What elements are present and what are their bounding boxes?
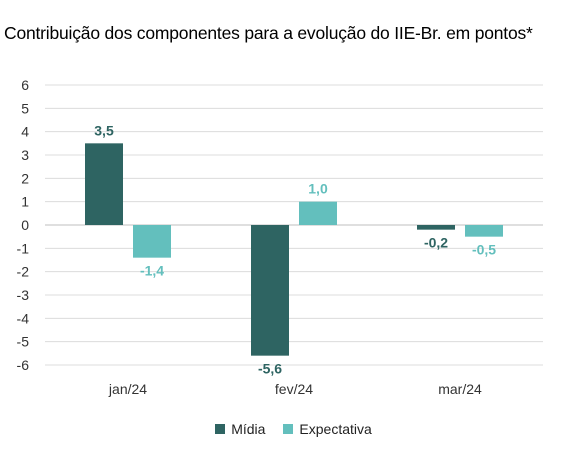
x-tick-label: fev/24 (275, 381, 313, 397)
legend-swatch-expectativa (283, 424, 294, 434)
y-tick-label: 5 (21, 100, 29, 116)
data-label: -0,2 (424, 235, 448, 251)
x-tick-label: mar/24 (438, 381, 482, 397)
legend-swatch-midia (215, 424, 226, 434)
bar-0-2 (417, 225, 455, 230)
data-label: -1,4 (140, 263, 164, 279)
data-label: -5,6 (258, 361, 282, 377)
legend-item-midia: Mídia (215, 421, 265, 437)
y-tick-label: 3 (21, 147, 29, 163)
y-tick-label: -2 (17, 264, 30, 280)
y-tick-label: 2 (21, 170, 29, 186)
y-tick-label: -4 (17, 310, 30, 326)
legend: Mídia Expectativa (0, 421, 587, 437)
y-tick-label: 0 (21, 217, 29, 233)
y-tick-label: 6 (21, 77, 29, 93)
y-tick-label: -6 (17, 357, 30, 373)
x-tick-label: jan/24 (108, 381, 147, 397)
bar-1-2 (465, 225, 503, 237)
y-tick-label: 4 (21, 124, 29, 140)
data-label: 1,0 (308, 181, 328, 197)
data-label: 3,5 (94, 122, 114, 138)
bar-1-0 (133, 225, 171, 258)
legend-label-expectativa: Expectativa (299, 421, 372, 437)
y-tick-label: -3 (17, 287, 30, 303)
y-tick-label: -5 (17, 334, 30, 350)
legend-label-midia: Mídia (231, 421, 266, 437)
bar-0-0 (85, 143, 123, 225)
bar-0-1 (251, 225, 289, 356)
y-tick-label: -1 (17, 240, 30, 256)
legend-item-expectativa: Expectativa (283, 421, 372, 437)
chart-title: Contribuição dos componentes para a evol… (4, 23, 533, 43)
bar-1-1 (299, 201, 337, 225)
data-label: -0,5 (472, 242, 496, 258)
y-tick-label: 1 (21, 194, 29, 210)
